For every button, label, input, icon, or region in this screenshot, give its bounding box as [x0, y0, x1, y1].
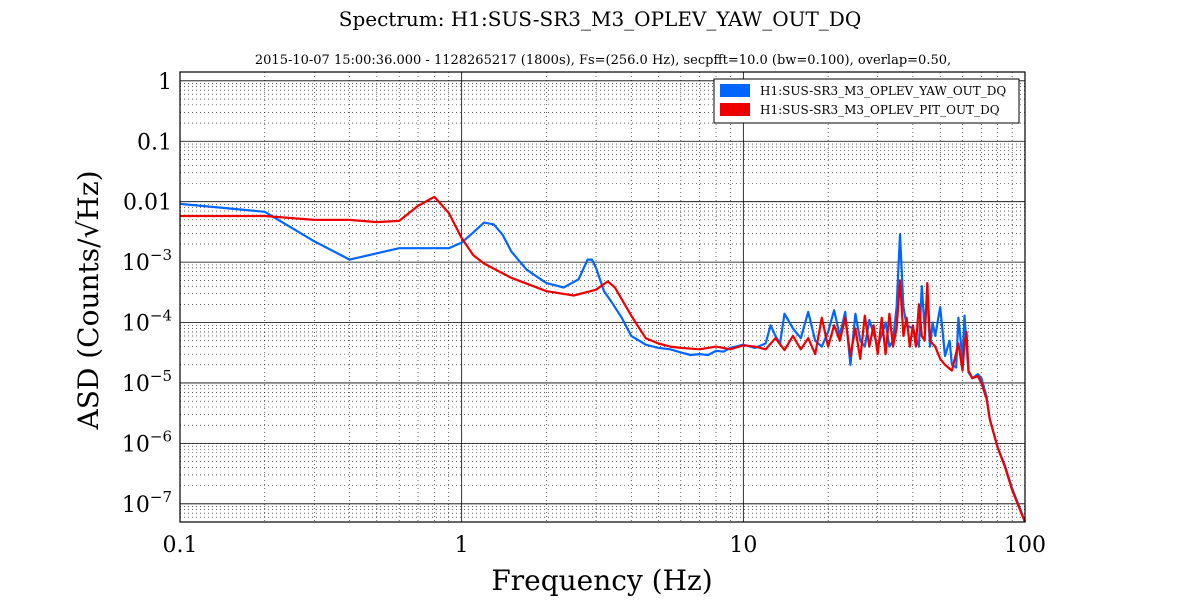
- legend-label-yaw: H1:SUS-SR3_M3_OPLEV_YAW_OUT_DQ: [760, 84, 1006, 98]
- y-tick-label: 0.1: [137, 130, 172, 155]
- x-tick-label: 0.1: [163, 533, 198, 558]
- x-tick-label: 100: [1004, 533, 1046, 558]
- x-tick-label: 10: [729, 533, 757, 558]
- legend-swatch-pit: [720, 103, 750, 116]
- chart-subtitle: 2015-10-07 15:00:36.000 - 1128265217 (18…: [255, 53, 951, 68]
- y-tick-label: 10−6: [122, 427, 172, 457]
- y-tick-label: 10−4: [122, 307, 172, 337]
- series-line-0: [179, 202, 1027, 523]
- y-tick-label: 10−7: [122, 488, 172, 518]
- y-axis-label: ASD (Counts/√Hz): [72, 170, 105, 430]
- legend-label-pit: H1:SUS-SR3_M3_OPLEV_PIT_OUT_DQ: [760, 103, 1000, 117]
- y-axis-label-text: ASD (Counts/√Hz): [72, 170, 105, 430]
- y-tick-label: 10−5: [122, 367, 172, 397]
- x-axis-label: Frequency (Hz): [491, 564, 712, 597]
- legend: H1:SUS-SR3_M3_OPLEV_YAW_OUT_DQ H1:SUS-SR…: [713, 78, 1020, 124]
- x-tick-label: 1: [455, 533, 469, 558]
- series-line-1: [180, 195, 1027, 523]
- plot-area: [179, 71, 1026, 523]
- chart-title: Spectrum: H1:SUS-SR3_M3_OPLEV_YAW_OUT_DQ: [339, 7, 861, 31]
- y-tick-label: 0.01: [123, 191, 172, 216]
- y-tick-label: 10−3: [122, 246, 172, 276]
- x-tick-labels: 0.1 1 10 100: [163, 533, 1047, 558]
- legend-frame: [713, 78, 1020, 124]
- legend-swatch-yaw: [720, 84, 750, 97]
- series-layer: [179, 195, 1027, 523]
- y-tick-labels: 1 0.1 0.01 10−3 10−4 10−5 10−6 10−7: [122, 70, 172, 518]
- y-tick-label: 1: [158, 70, 172, 95]
